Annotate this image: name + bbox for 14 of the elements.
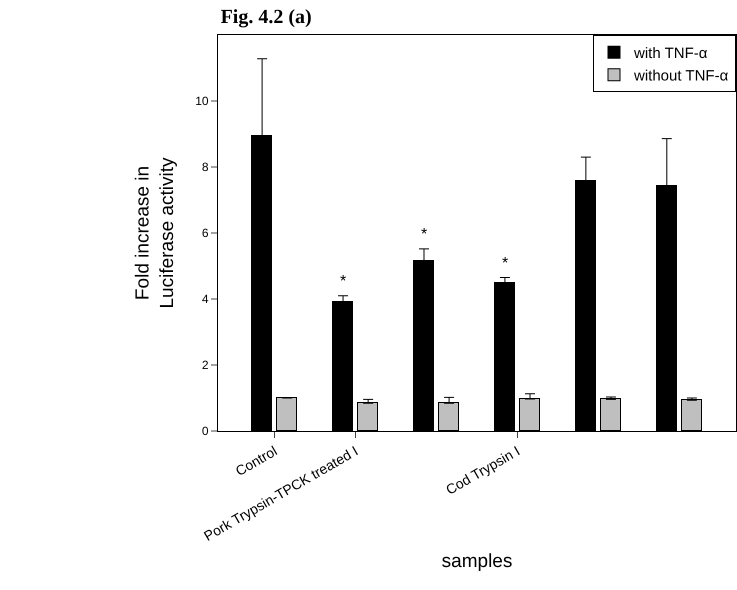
chart-title: Fig. 4.2 (a) [220,6,312,28]
y-tick-label: 0 [202,424,209,438]
x-axis-title: samples [442,550,512,572]
legend-label: without TNF-α [633,68,729,85]
data-label: * [421,226,428,243]
data-label: * [502,255,508,272]
data-label: * [340,273,346,290]
y-tick-label: 4 [202,292,209,306]
y-tick-label: 8 [202,160,209,174]
y-tick-label: 6 [202,226,209,240]
y-tick-label: 2 [202,358,209,372]
y-axis-title: Fold increase in Luciferase activity [132,157,178,309]
legend-label: with TNF-α [633,45,708,62]
y-tick-label: 10 [195,94,209,108]
